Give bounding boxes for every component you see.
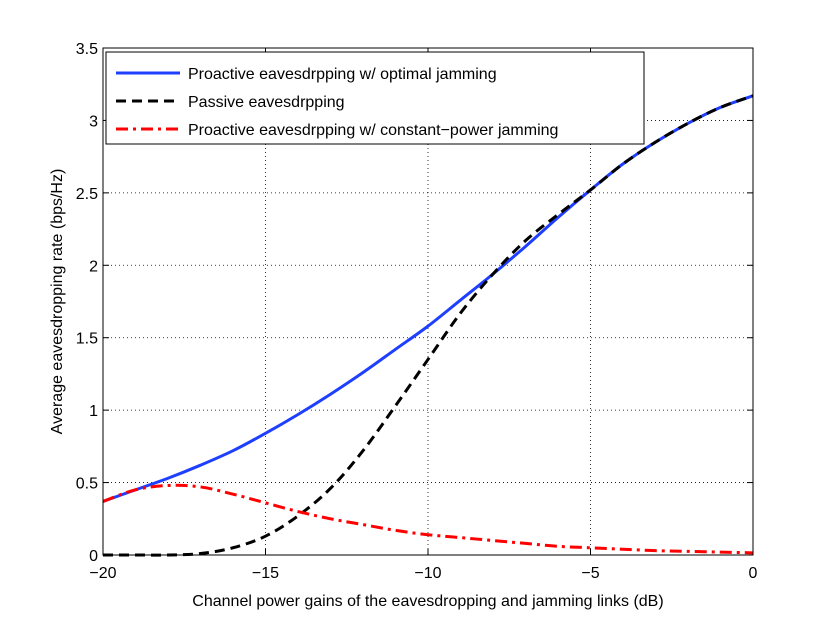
x-tick-label: −20 — [89, 565, 116, 582]
y-tick-label: 3 — [89, 113, 98, 130]
legend: Proactive eavesdrpping w/ optimal jammin… — [105, 51, 645, 145]
series-line-3 — [102, 483, 754, 555]
axis-ticks: −20 −15 −10 −5 0 0 0.5 1 1.5 2 2.5 3 3.5 — [76, 41, 758, 582]
y-tick-label: 3.5 — [76, 41, 98, 58]
legend-box — [105, 51, 645, 145]
legend-label-1: Proactive eavesdrpping w/ optimal jammin… — [188, 66, 497, 83]
y-tick-label: 2 — [89, 258, 98, 275]
y-tick-label: 1 — [89, 403, 98, 420]
y-tick-label: 0.5 — [76, 476, 98, 493]
x-tick-label: −15 — [252, 565, 279, 582]
plot-series — [102, 94, 754, 557]
x-axis-label: Channel power gains of the eavesdropping… — [192, 593, 663, 610]
y-tick-label: 1.5 — [76, 331, 98, 348]
series-line-2 — [103, 94, 754, 557]
legend-label-3: Proactive eavesdrpping w/ constant−power… — [188, 122, 558, 139]
x-tick-label: −10 — [414, 565, 441, 582]
y-tick-label: 0 — [89, 548, 98, 565]
y-axis-label: Average eavesdropping rate (bps/Hz) — [49, 169, 66, 435]
x-tick-label: 0 — [749, 565, 758, 582]
y-tick-label: 2.5 — [76, 186, 98, 203]
x-tick-label: −5 — [581, 565, 599, 582]
legend-label-2: Passive eavesdrpping — [188, 94, 345, 111]
